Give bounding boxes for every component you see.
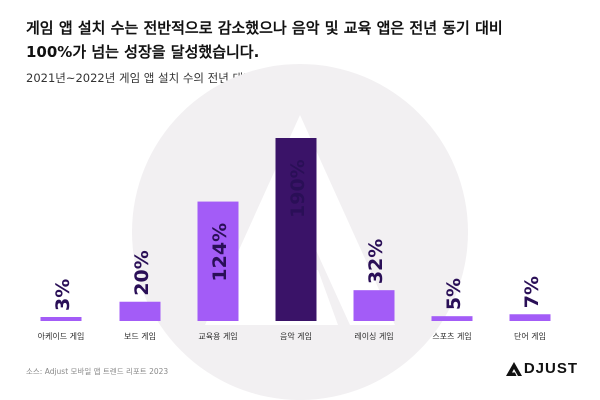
adjust-logo: DJUST xyxy=(505,360,578,377)
value-label: 124% xyxy=(209,223,231,282)
source-note: 소스: Adjust 모바일 앱 트렌드 리포트 2023 xyxy=(26,367,169,376)
bar xyxy=(197,201,239,321)
category-labels: 아케이드 게임 보드 게임 교육용 게임 음악 게임 레이싱 게임 스포츠 게임 단어 게임 xyxy=(38,331,546,341)
category-label: 스포츠 게임 xyxy=(432,331,471,341)
bar xyxy=(275,138,317,321)
headline-line-1: 게임 앱 설치 수는 전반적으로 감소했으나 음악 및 교육 앱은 전년 동기 … xyxy=(26,19,503,37)
bar xyxy=(431,316,473,321)
category-label: 교육용 게임 xyxy=(198,331,237,341)
bar xyxy=(509,314,551,321)
category-label: 아케이드 게임 xyxy=(38,331,85,341)
value-label: 20% xyxy=(131,250,153,295)
category-label: 단어 게임 xyxy=(514,331,546,341)
category-label: 레이싱 게임 xyxy=(354,331,393,341)
headline-line-2: 100%가 넘는 성장을 달성했습니다. xyxy=(26,43,260,61)
value-label: 32% xyxy=(365,239,387,284)
headline: 게임 앱 설치 수는 전반적으로 감소했으나 음악 및 교육 앱은 전년 동기 … xyxy=(26,16,566,64)
bar xyxy=(40,317,82,321)
bar xyxy=(353,290,395,321)
value-label: 5% xyxy=(443,278,465,310)
watermark-a-shape xyxy=(205,115,395,325)
value-label: 7% xyxy=(521,276,543,308)
value-label: 3% xyxy=(52,279,74,311)
adjust-a-icon xyxy=(505,361,522,376)
category-label: 음악 게임 xyxy=(280,331,312,341)
value-label: 190% xyxy=(287,159,309,218)
category-label: 보드 게임 xyxy=(124,331,156,341)
adjust-logo-text: DJUST xyxy=(523,360,578,377)
bar xyxy=(119,301,161,321)
bar-series: 3% 20% 124% 190% 32% 5% 7% xyxy=(40,138,551,321)
